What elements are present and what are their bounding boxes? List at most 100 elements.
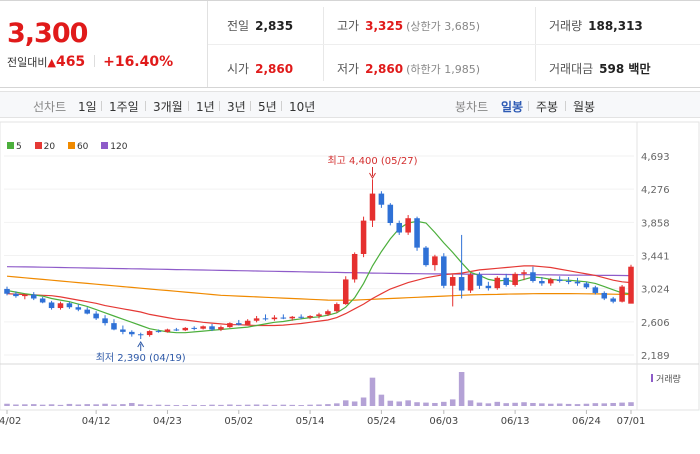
volume-bar (539, 403, 545, 406)
volume-bar (191, 404, 197, 406)
candle-body (93, 313, 99, 319)
volume-cell: 거래량 188,313 (549, 17, 643, 34)
volume-legend-swatch (651, 374, 653, 382)
divider (208, 44, 700, 45)
x-tick-label: 06/24 (572, 416, 601, 427)
candle-body (218, 327, 224, 330)
candle-body (191, 327, 197, 329)
candle-body (325, 311, 331, 315)
candle-body (262, 318, 269, 320)
volume-bar (39, 404, 46, 406)
candle-body (548, 279, 554, 284)
candle-body (209, 326, 215, 330)
candle-body (449, 277, 456, 286)
candle-body (4, 288, 10, 294)
candle-body (360, 220, 367, 254)
candle-body (75, 307, 82, 310)
min-price-annotation: 최저 2,390 (04/19) (96, 352, 186, 364)
candle-body (467, 274, 474, 291)
candlestick-chart: 4,693 4,276 3,858 3,441 3,024 2,606 2,189 04/02… (0, 121, 700, 427)
volume-bar (512, 402, 518, 406)
volume-legend-label: 거래량 (656, 373, 681, 385)
candle-body (271, 317, 278, 320)
volume-label: 거래량 (549, 19, 583, 33)
candle-body (289, 316, 296, 319)
volume-bar (271, 404, 278, 406)
candle-body (39, 298, 46, 303)
x-tick-label: 04/12 (82, 416, 111, 427)
legend-swatch (67, 142, 75, 149)
candle-body (227, 323, 233, 328)
amount-cell: 거래대금 598 백만 (549, 60, 650, 77)
period-5y-button[interactable]: 5년 (258, 100, 277, 114)
candle-body (494, 277, 501, 289)
volume-bar (476, 402, 483, 406)
period-1d-button[interactable]: 1일 (78, 100, 97, 114)
volume-bar (48, 404, 55, 406)
candle-body (22, 294, 28, 297)
candle-body (48, 302, 55, 309)
change-label: 전일대비 (7, 56, 48, 69)
weekly-candle-button[interactable]: 주봉 (536, 100, 559, 114)
volume-bar (84, 404, 90, 406)
candle-body (369, 193, 376, 221)
period-1w-button[interactable]: 1주일 (109, 100, 139, 114)
volume-bar (485, 403, 492, 406)
volume-bar (262, 404, 269, 406)
candle-body (236, 323, 242, 325)
monthly-candle-button[interactable]: 월봉 (573, 100, 596, 114)
open-cell: 시가 2,860 (227, 60, 293, 77)
volume-bar (423, 402, 429, 406)
y-tick-label: 3,441 (641, 252, 670, 263)
volume-bar (583, 403, 590, 406)
high-label: 고가 (337, 19, 360, 33)
period-1y-button[interactable]: 1년 (196, 100, 215, 114)
x-tick-label: 07/01 (617, 416, 646, 427)
period-3m-button[interactable]: 3개월 (153, 100, 183, 114)
candle-body (30, 294, 37, 299)
price-chart: 5 20 60 120 4,693 4,276 3,858 3,441 3,024 2,6… (0, 118, 700, 450)
candle-body (610, 298, 616, 302)
period-10y-button[interactable]: 10년 (289, 100, 316, 114)
period-3y-button[interactable]: 3년 (227, 100, 246, 114)
min-arrow-head (137, 341, 145, 348)
max-arrow-head (369, 172, 376, 179)
volume-bar (75, 404, 82, 406)
volume-bar (120, 404, 126, 406)
volume-bar (66, 403, 73, 406)
prev-close-label: 전일 (227, 19, 250, 33)
x-tick-label: 05/24 (367, 416, 396, 427)
candle-body (378, 193, 385, 205)
low-cell: 저가 2,860 (하한가 1,985) (337, 60, 480, 77)
volume-bar (137, 404, 144, 406)
legend-ma120: 120 (101, 142, 127, 152)
candle-body (592, 287, 599, 293)
y-tick-label: 4,693 (641, 152, 670, 163)
candle-body (84, 309, 90, 314)
volume-bar (619, 402, 625, 406)
candle-chart-label: 봉차트 (455, 100, 489, 114)
volume-bar (467, 400, 474, 406)
volume-bar (405, 400, 411, 406)
volume-bar (200, 405, 206, 406)
upper-limit: (상한가 3,685) (406, 20, 480, 33)
y-tick-label: 3,024 (641, 285, 670, 296)
change-amount: 465 (55, 54, 86, 70)
divider (565, 101, 566, 111)
daily-candle-button[interactable]: 일봉 (501, 100, 524, 114)
up-arrow-icon: ▲ (47, 56, 56, 69)
volume-bar (369, 377, 376, 406)
open-label: 시가 (227, 62, 250, 76)
divider (188, 101, 189, 111)
max-price-annotation: 최고 4,400 (05/27) (327, 155, 417, 167)
volume-bar (521, 402, 527, 406)
volume-bar (378, 394, 385, 406)
volume-bar (342, 400, 349, 406)
candle-body (102, 318, 108, 324)
candle-body (485, 285, 492, 289)
line-chart-label: 선차트 (33, 100, 67, 114)
candle-body (66, 303, 73, 308)
candle-body (155, 331, 162, 333)
volume-bar (182, 405, 189, 406)
